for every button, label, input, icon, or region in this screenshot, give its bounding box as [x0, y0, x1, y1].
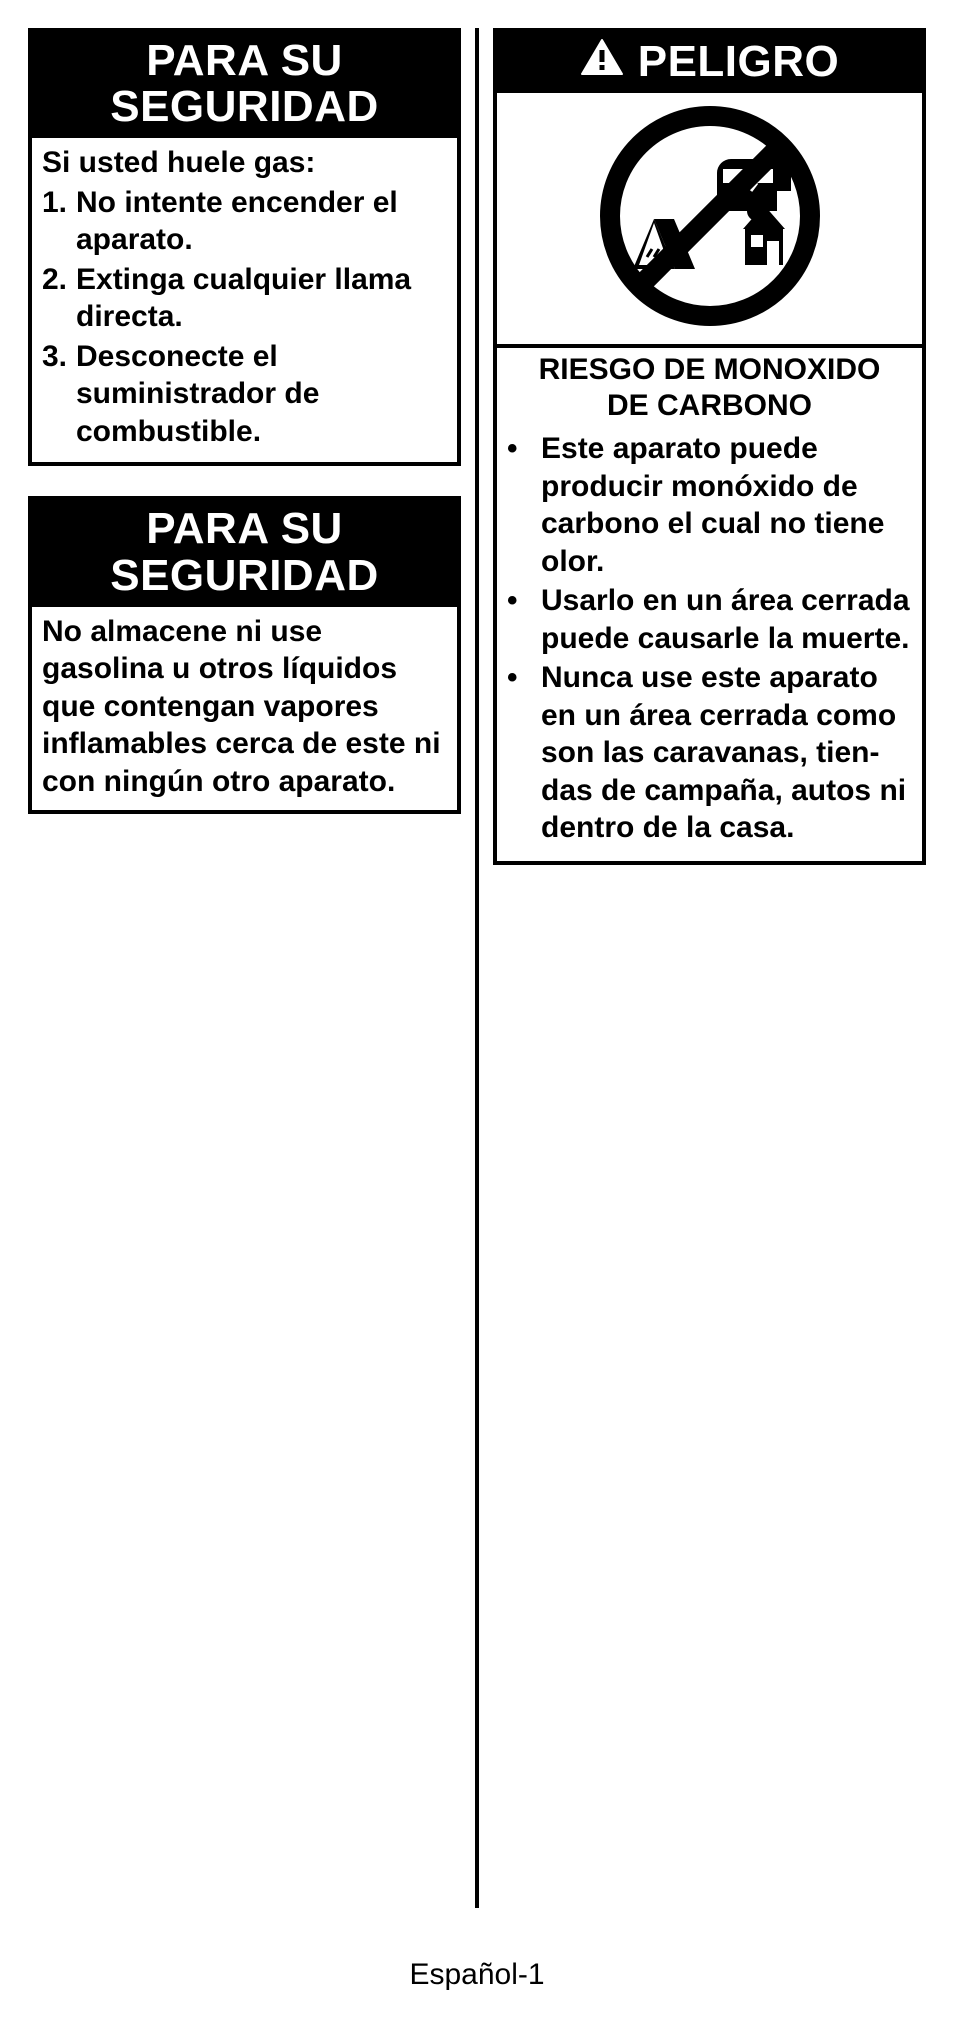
co-risk-subheading: RIESGO DE MONOXIDO DE CARBONO: [497, 348, 922, 430]
step-text: No intente encender el aparato.: [76, 184, 447, 259]
co-risk-bullets: • Este aparato puede producir monóxido d…: [497, 430, 922, 861]
page-footer: Español-1: [0, 1958, 954, 1992]
safety-box-body: Si usted huele gas: 1. No intente encend…: [32, 138, 457, 462]
header-line: SEGURIDAD: [36, 84, 453, 130]
step-number: 3.: [42, 338, 76, 451]
bullet-marker: •: [507, 430, 541, 580]
safety-box-flammables: PARA SU SEGURIDAD No almacene ni use gas…: [28, 496, 461, 814]
no-indoor-use-icon: [595, 101, 825, 336]
numbered-steps: 1. No intente encender el aparato. 2. Ex…: [42, 184, 447, 451]
bullet-item: • Usarlo en un área cerrada puede causar…: [507, 582, 912, 657]
header-line: SEGURIDAD: [36, 553, 453, 599]
step-number: 1.: [42, 184, 76, 259]
step-item: 1. No intente encender el aparato.: [42, 184, 447, 259]
step-item: 2. Extinga cualquier llama directa.: [42, 261, 447, 336]
step-number: 2.: [42, 261, 76, 336]
safety-box-header: PARA SU SEGURIDAD: [32, 500, 457, 606]
bullet-text: Usarlo en un área cerrada puede causarle…: [541, 582, 912, 657]
warning-triangle-icon: [580, 38, 624, 85]
left-column: PARA SU SEGURIDAD Si usted huele gas: 1.…: [28, 28, 475, 1908]
danger-box-co: PELIGRO: [493, 28, 926, 865]
right-column: PELIGRO: [475, 28, 926, 1908]
bullet-item: • Este aparato puede producir monóxido d…: [507, 430, 912, 580]
bullet-text: Este aparato puede producir monóxido de …: [541, 430, 912, 580]
safety-box-smell-gas: PARA SU SEGURIDAD Si usted huele gas: 1.…: [28, 28, 461, 466]
step-text: Extinga cualquier llama directa.: [76, 261, 447, 336]
safety-page: PARA SU SEGURIDAD Si usted huele gas: 1.…: [0, 0, 954, 2028]
bullet-marker: •: [507, 659, 541, 847]
intro-text: Si usted huele gas:: [42, 144, 447, 182]
safety-box-body: No almacene ni use gasolina u otros líqu…: [32, 607, 457, 811]
bullet-item: • Nunca use este aparato en un área cerr…: [507, 659, 912, 847]
bullet-text: Nunca use este aparato en un área cerrad…: [541, 659, 912, 847]
header-line: PARA SU: [36, 38, 453, 84]
step-text: Desconecte el suministrador de combustib…: [76, 338, 447, 451]
safety-box-header: PARA SU SEGURIDAD: [32, 32, 457, 138]
subheading-line: RIESGO DE MONOXIDO: [503, 352, 916, 388]
two-column-layout: PARA SU SEGURIDAD Si usted huele gas: 1.…: [28, 28, 926, 1908]
bullet-marker: •: [507, 582, 541, 657]
header-line: PARA SU: [36, 506, 453, 552]
step-item: 3. Desconecte el suministrador de combus…: [42, 338, 447, 451]
subheading-line: DE CARBONO: [503, 388, 916, 424]
danger-header: PELIGRO: [497, 32, 922, 93]
prohibition-pictogram: [497, 93, 922, 348]
danger-header-text: PELIGRO: [638, 39, 840, 85]
